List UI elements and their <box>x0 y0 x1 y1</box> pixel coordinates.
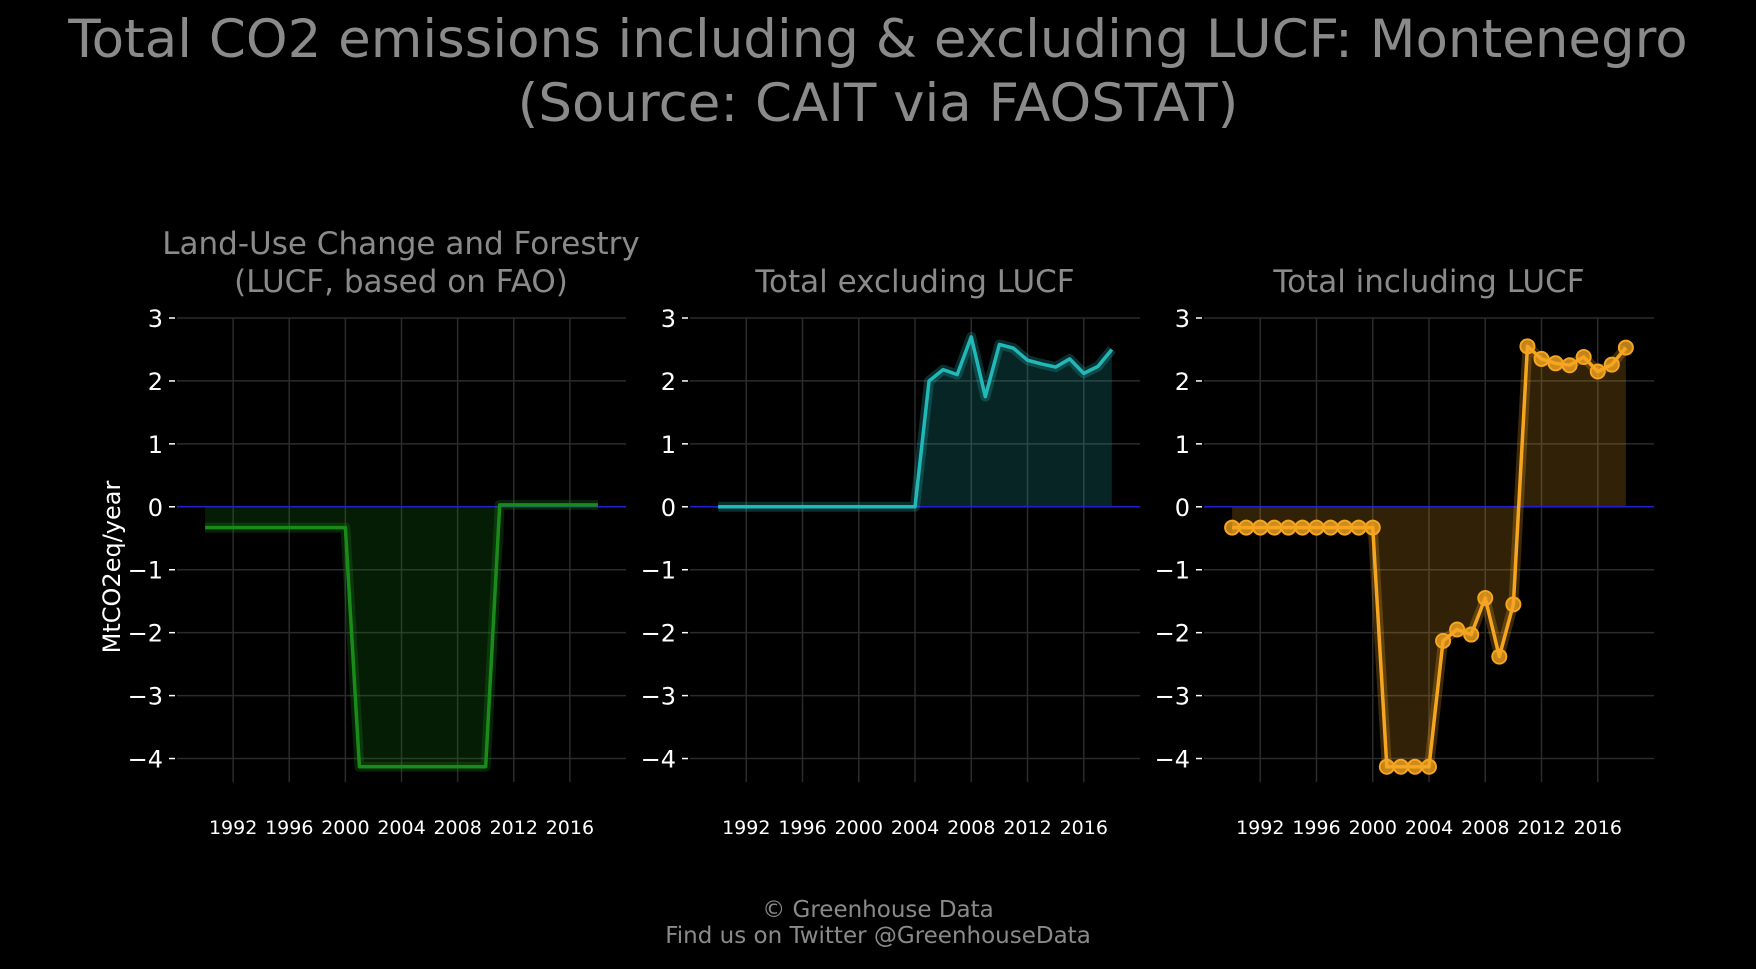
data-point <box>1505 596 1522 613</box>
data-point <box>1238 519 1255 536</box>
data-point <box>1533 350 1550 367</box>
x-tick-label: 2016 <box>1060 817 1108 839</box>
chart-panel-incl-lucf: 3 2 1 0 −1 −2 −3 −4 1992 1996 2000 2004 2008 2012 2016… <box>1155 264 1654 839</box>
data-point <box>1224 519 1241 536</box>
series-area-incl-lucf <box>1232 346 1626 767</box>
series-line-excl-lucf <box>718 335 1114 509</box>
y-tick-label: −2 <box>641 620 676 648</box>
data-point <box>1364 519 1381 536</box>
y-tick-label: 1 <box>661 431 676 459</box>
chart-panel-excl-lucf: 3 2 1 0 −1 −2 −3 −4 1992 1996 2000 2004 2008 2012 2016… <box>641 264 1140 839</box>
data-point <box>1392 758 1409 775</box>
x-tick-label: 1996 <box>778 817 826 839</box>
series-area-lucf <box>205 504 598 767</box>
data-point <box>1421 758 1437 775</box>
x-tick-label: 2000 <box>835 817 883 839</box>
panel-title-incl-lucf: Total including LUCF <box>1272 264 1584 300</box>
x-tick-label: 2008 <box>1461 817 1509 839</box>
y-tick-label: −1 <box>1155 557 1190 585</box>
y-tick-label: 1 <box>148 431 163 459</box>
y-tick-label: 0 <box>1175 494 1190 522</box>
data-point <box>1252 519 1269 536</box>
y-tick-label: −3 <box>128 683 163 711</box>
x-tick-label: 1996 <box>265 817 313 839</box>
x-tick-label: 2004 <box>1405 817 1453 839</box>
data-point <box>1280 519 1297 536</box>
y-tick-label: 3 <box>1175 305 1190 333</box>
x-tick-label: 2000 <box>1349 817 1397 839</box>
x-tick-label: 1992 <box>1236 817 1284 839</box>
figure-title-line-1: Total CO2 emissions including & excludin… <box>68 9 1688 70</box>
x-tick-label: 2000 <box>321 817 369 839</box>
x-tick-label: 2012 <box>1003 817 1051 839</box>
data-point <box>1617 339 1634 356</box>
x-tick-label: 1992 <box>209 817 257 839</box>
y-tick-label: −1 <box>128 557 163 585</box>
x-tick-label: 1992 <box>722 817 770 839</box>
series-area-excl-lucf <box>718 336 1112 507</box>
y-tick-label: 2 <box>1175 368 1190 396</box>
chart-panel-lucf: 3 2 1 0 −1 −2 −3 −4 1992 1996 2000 2004 2008 2012 2016… <box>128 226 640 839</box>
y-tick-label: 3 <box>661 305 676 333</box>
y-axis-label: MtCO2eq/year <box>98 481 126 654</box>
data-point <box>1350 519 1367 536</box>
x-tick-label: 2008 <box>433 817 481 839</box>
data-point <box>1435 632 1452 649</box>
x-tick-label: 2016 <box>546 817 594 839</box>
figure-title: Total CO2 emissions including & excludin… <box>0 8 1756 136</box>
y-tick-label: 0 <box>661 494 676 522</box>
y-tick-label: −3 <box>1155 683 1190 711</box>
data-point <box>1561 357 1578 374</box>
y-tick-label: −3 <box>641 683 676 711</box>
figure-title-line-2: (Source: CAIT via FAOSTAT) <box>517 73 1239 134</box>
footer: © Greenhouse Data Find us on Twitter @Gr… <box>0 897 1756 949</box>
x-tick-label: 2012 <box>1517 817 1565 839</box>
data-point <box>1477 590 1494 607</box>
footer-twitter: Find us on Twitter @GreenhouseData <box>665 923 1091 949</box>
panel-title-lucf: (LUCF, based on FAO) <box>234 264 568 300</box>
data-point <box>1519 338 1536 355</box>
x-tick-label: 2016 <box>1574 817 1622 839</box>
y-tick-label: 2 <box>148 368 163 396</box>
y-tick-label: −1 <box>641 557 676 585</box>
panel-title-lucf: Land-Use Change and Forestry <box>162 226 640 262</box>
data-point <box>1603 356 1620 373</box>
y-tick-label: −4 <box>641 746 676 774</box>
x-tick-label: 1996 <box>1292 817 1340 839</box>
x-tick-label: 2004 <box>891 817 939 839</box>
panel-title-excl-lucf: Total excluding LUCF <box>754 264 1074 300</box>
x-tick-label: 2008 <box>947 817 995 839</box>
data-point <box>1406 758 1423 775</box>
y-tick-label: 0 <box>148 494 163 522</box>
y-tick-label: −2 <box>1155 620 1190 648</box>
data-point <box>1547 355 1564 372</box>
y-tick-label: 1 <box>1175 431 1190 459</box>
data-point <box>1378 758 1395 775</box>
data-point <box>1294 519 1311 536</box>
x-tick-label: 2004 <box>377 817 425 839</box>
data-point <box>1322 519 1339 536</box>
y-tick-label: −2 <box>128 620 163 648</box>
data-point <box>1308 519 1325 536</box>
data-point <box>1463 626 1480 643</box>
y-tick-label: 3 <box>148 305 163 333</box>
y-tick-label: 2 <box>661 368 676 396</box>
data-point <box>1449 621 1466 638</box>
x-tick-label: 2012 <box>490 817 538 839</box>
data-point <box>1575 349 1592 366</box>
y-tick-label: −4 <box>1155 746 1190 774</box>
data-point <box>1491 648 1508 665</box>
data-point <box>1589 363 1606 380</box>
data-point <box>1336 519 1353 536</box>
series-line-lucf <box>205 503 598 769</box>
footer-copyright: © Greenhouse Data <box>762 897 994 923</box>
y-tick-label: −4 <box>128 746 163 774</box>
data-point <box>1266 519 1283 536</box>
